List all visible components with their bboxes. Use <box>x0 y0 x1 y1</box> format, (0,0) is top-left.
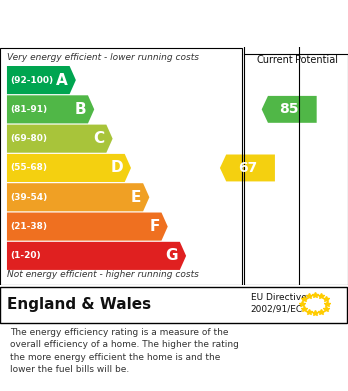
Polygon shape <box>7 125 113 153</box>
Text: D: D <box>110 160 123 176</box>
Text: Very energy efficient - lower running costs: Very energy efficient - lower running co… <box>7 53 199 62</box>
Text: (81-91): (81-91) <box>10 105 48 114</box>
Text: 67: 67 <box>238 161 257 175</box>
Text: (1-20): (1-20) <box>10 251 41 260</box>
Polygon shape <box>7 183 149 211</box>
Text: (92-100): (92-100) <box>10 75 54 84</box>
Text: B: B <box>74 102 86 117</box>
Text: (39-54): (39-54) <box>10 193 48 202</box>
Text: (21-38): (21-38) <box>10 222 47 231</box>
Polygon shape <box>220 154 275 181</box>
Text: 85: 85 <box>279 102 299 117</box>
Text: (55-68): (55-68) <box>10 163 47 172</box>
Polygon shape <box>7 95 94 124</box>
Text: (69-80): (69-80) <box>10 134 47 143</box>
Polygon shape <box>7 213 168 240</box>
Polygon shape <box>7 66 76 94</box>
Text: G: G <box>166 248 178 264</box>
Polygon shape <box>7 154 131 182</box>
Text: EU Directive
2002/91/EC: EU Directive 2002/91/EC <box>251 292 307 314</box>
Text: England & Wales: England & Wales <box>7 298 151 312</box>
Polygon shape <box>7 242 186 270</box>
Text: Current: Current <box>256 55 293 65</box>
Text: The energy efficiency rating is a measure of the
overall efficiency of a home. T: The energy efficiency rating is a measur… <box>10 328 239 374</box>
Polygon shape <box>262 96 317 123</box>
Text: Energy Efficiency Rating: Energy Efficiency Rating <box>50 14 298 32</box>
Text: Potential: Potential <box>295 55 338 65</box>
Text: F: F <box>149 219 160 234</box>
Text: A: A <box>56 73 68 88</box>
Text: C: C <box>94 131 105 146</box>
Text: Not energy efficient - higher running costs: Not energy efficient - higher running co… <box>7 271 199 280</box>
Text: E: E <box>131 190 141 205</box>
